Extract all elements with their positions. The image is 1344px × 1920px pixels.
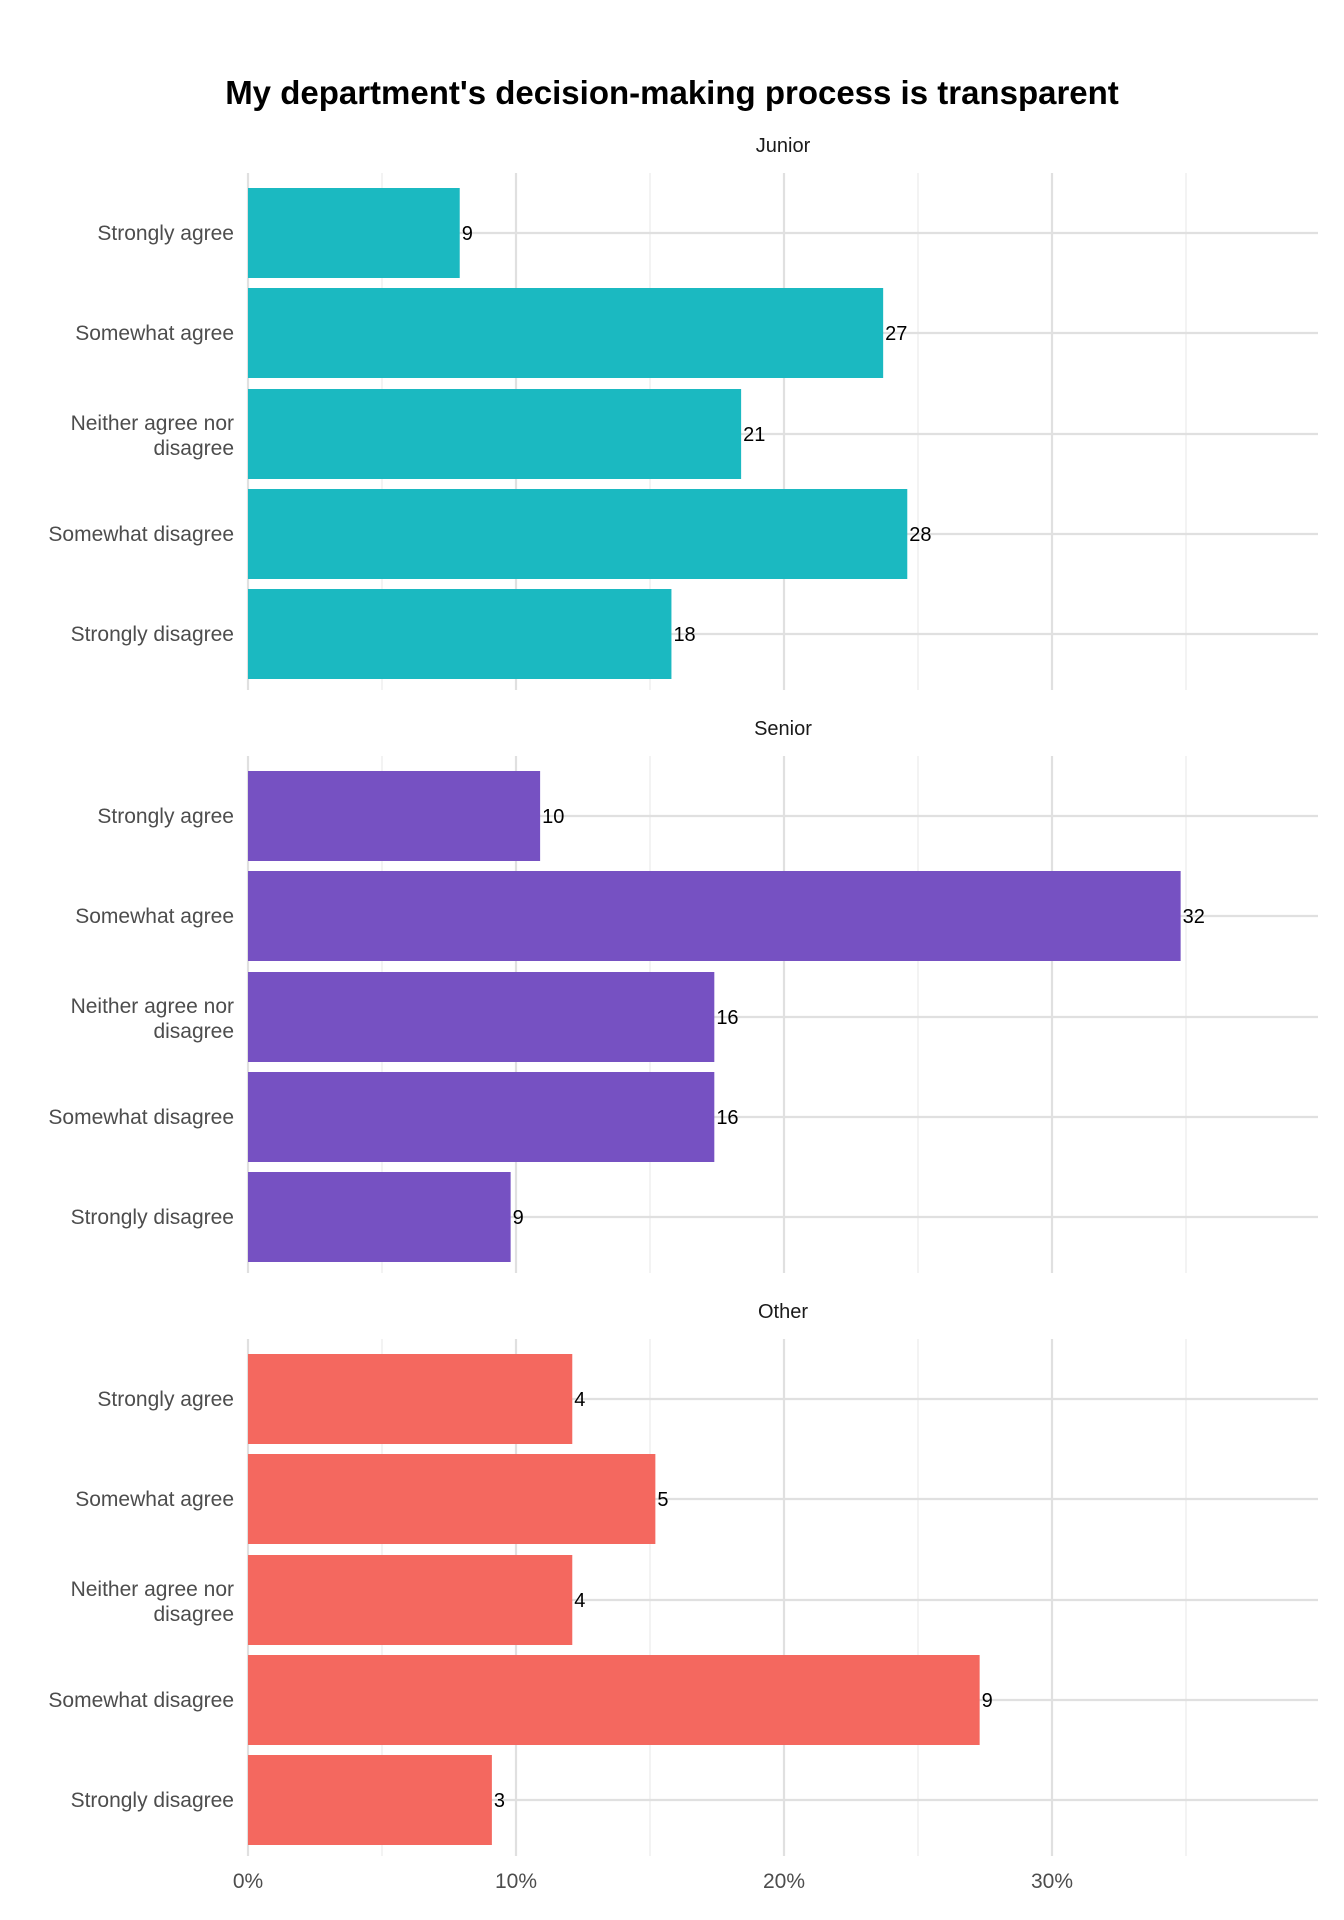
panel-label-other: Other: [758, 1301, 808, 1323]
chart-title: My department's decision-making process …: [225, 74, 1119, 111]
bar-senior-0: [248, 771, 541, 861]
x-tick-label-2: 20%: [763, 1870, 805, 1893]
category-label-line: Neither agree nor: [71, 412, 234, 435]
category-label-junior-0: Strongly agree: [97, 222, 234, 245]
value-label-junior-2: 21: [743, 424, 765, 446]
category-label-other-3: Somewhat disagree: [48, 1689, 234, 1712]
value-label-other-3: 9: [982, 1690, 993, 1712]
category-label-other-1: Somewhat agree: [75, 1488, 234, 1511]
value-label-other-4: 3: [494, 1790, 505, 1812]
bar-senior-3: [248, 1072, 715, 1162]
value-label-senior-1: 32: [1183, 906, 1205, 928]
category-label-senior-0: Strongly agree: [97, 805, 234, 828]
value-label-senior-2: 16: [716, 1007, 738, 1029]
category-label-senior-3: Somewhat disagree: [48, 1106, 234, 1129]
value-label-senior-4: 9: [513, 1207, 524, 1229]
value-label-senior-0: 10: [542, 806, 564, 828]
bar-senior-1: [248, 871, 1181, 961]
bar-junior-0: [248, 188, 460, 278]
x-tick-label-1: 10%: [495, 1870, 537, 1893]
category-label-senior-4: Strongly disagree: [71, 1206, 234, 1229]
bar-other-4: [248, 1755, 492, 1845]
category-label-other-2: Neither agree nor disagree: [71, 1578, 234, 1626]
category-label-line: disagree: [153, 1603, 234, 1626]
value-label-junior-0: 9: [462, 223, 473, 245]
category-label-junior-2: Neither agree nor disagree: [71, 412, 234, 460]
category-label-junior-1: Somewhat agree: [75, 322, 234, 345]
bar-junior-2: [248, 389, 742, 479]
x-tick-label-3: 30%: [1031, 1870, 1073, 1893]
bar-junior-4: [248, 589, 672, 679]
value-label-junior-3: 28: [909, 524, 931, 546]
category-label-line: disagree: [153, 1020, 234, 1043]
category-label-junior-3: Somewhat disagree: [48, 523, 234, 546]
value-label-other-1: 5: [657, 1489, 668, 1511]
bar-senior-2: [248, 972, 715, 1062]
panel-label-junior: Junior: [756, 135, 811, 157]
category-label-other-4: Strongly disagree: [71, 1789, 234, 1812]
value-label-junior-4: 18: [673, 624, 695, 646]
value-label-other-0: 4: [574, 1389, 585, 1411]
bar-other-1: [248, 1454, 656, 1544]
category-label-senior-1: Somewhat agree: [75, 905, 234, 928]
bar-senior-4: [248, 1172, 511, 1262]
category-label-line: disagree: [153, 437, 234, 460]
value-label-other-2: 4: [574, 1590, 585, 1612]
value-label-senior-3: 16: [716, 1107, 738, 1129]
category-label-line: Neither agree nor: [71, 1578, 234, 1601]
category-label-senior-2: Neither agree nor disagree: [71, 995, 234, 1043]
x-tick-label-0: 0%: [233, 1870, 263, 1893]
category-label-junior-4: Strongly disagree: [71, 623, 234, 646]
bar-junior-3: [248, 489, 908, 579]
value-label-junior-1: 27: [885, 323, 907, 345]
bar-other-0: [248, 1354, 573, 1444]
bar-other-2: [248, 1555, 573, 1645]
category-label-other-0: Strongly agree: [97, 1388, 234, 1411]
category-label-line: Neither agree nor: [71, 995, 234, 1018]
panel-label-senior: Senior: [754, 718, 812, 740]
bar-other-3: [248, 1655, 980, 1745]
bar-junior-1: [248, 288, 884, 378]
